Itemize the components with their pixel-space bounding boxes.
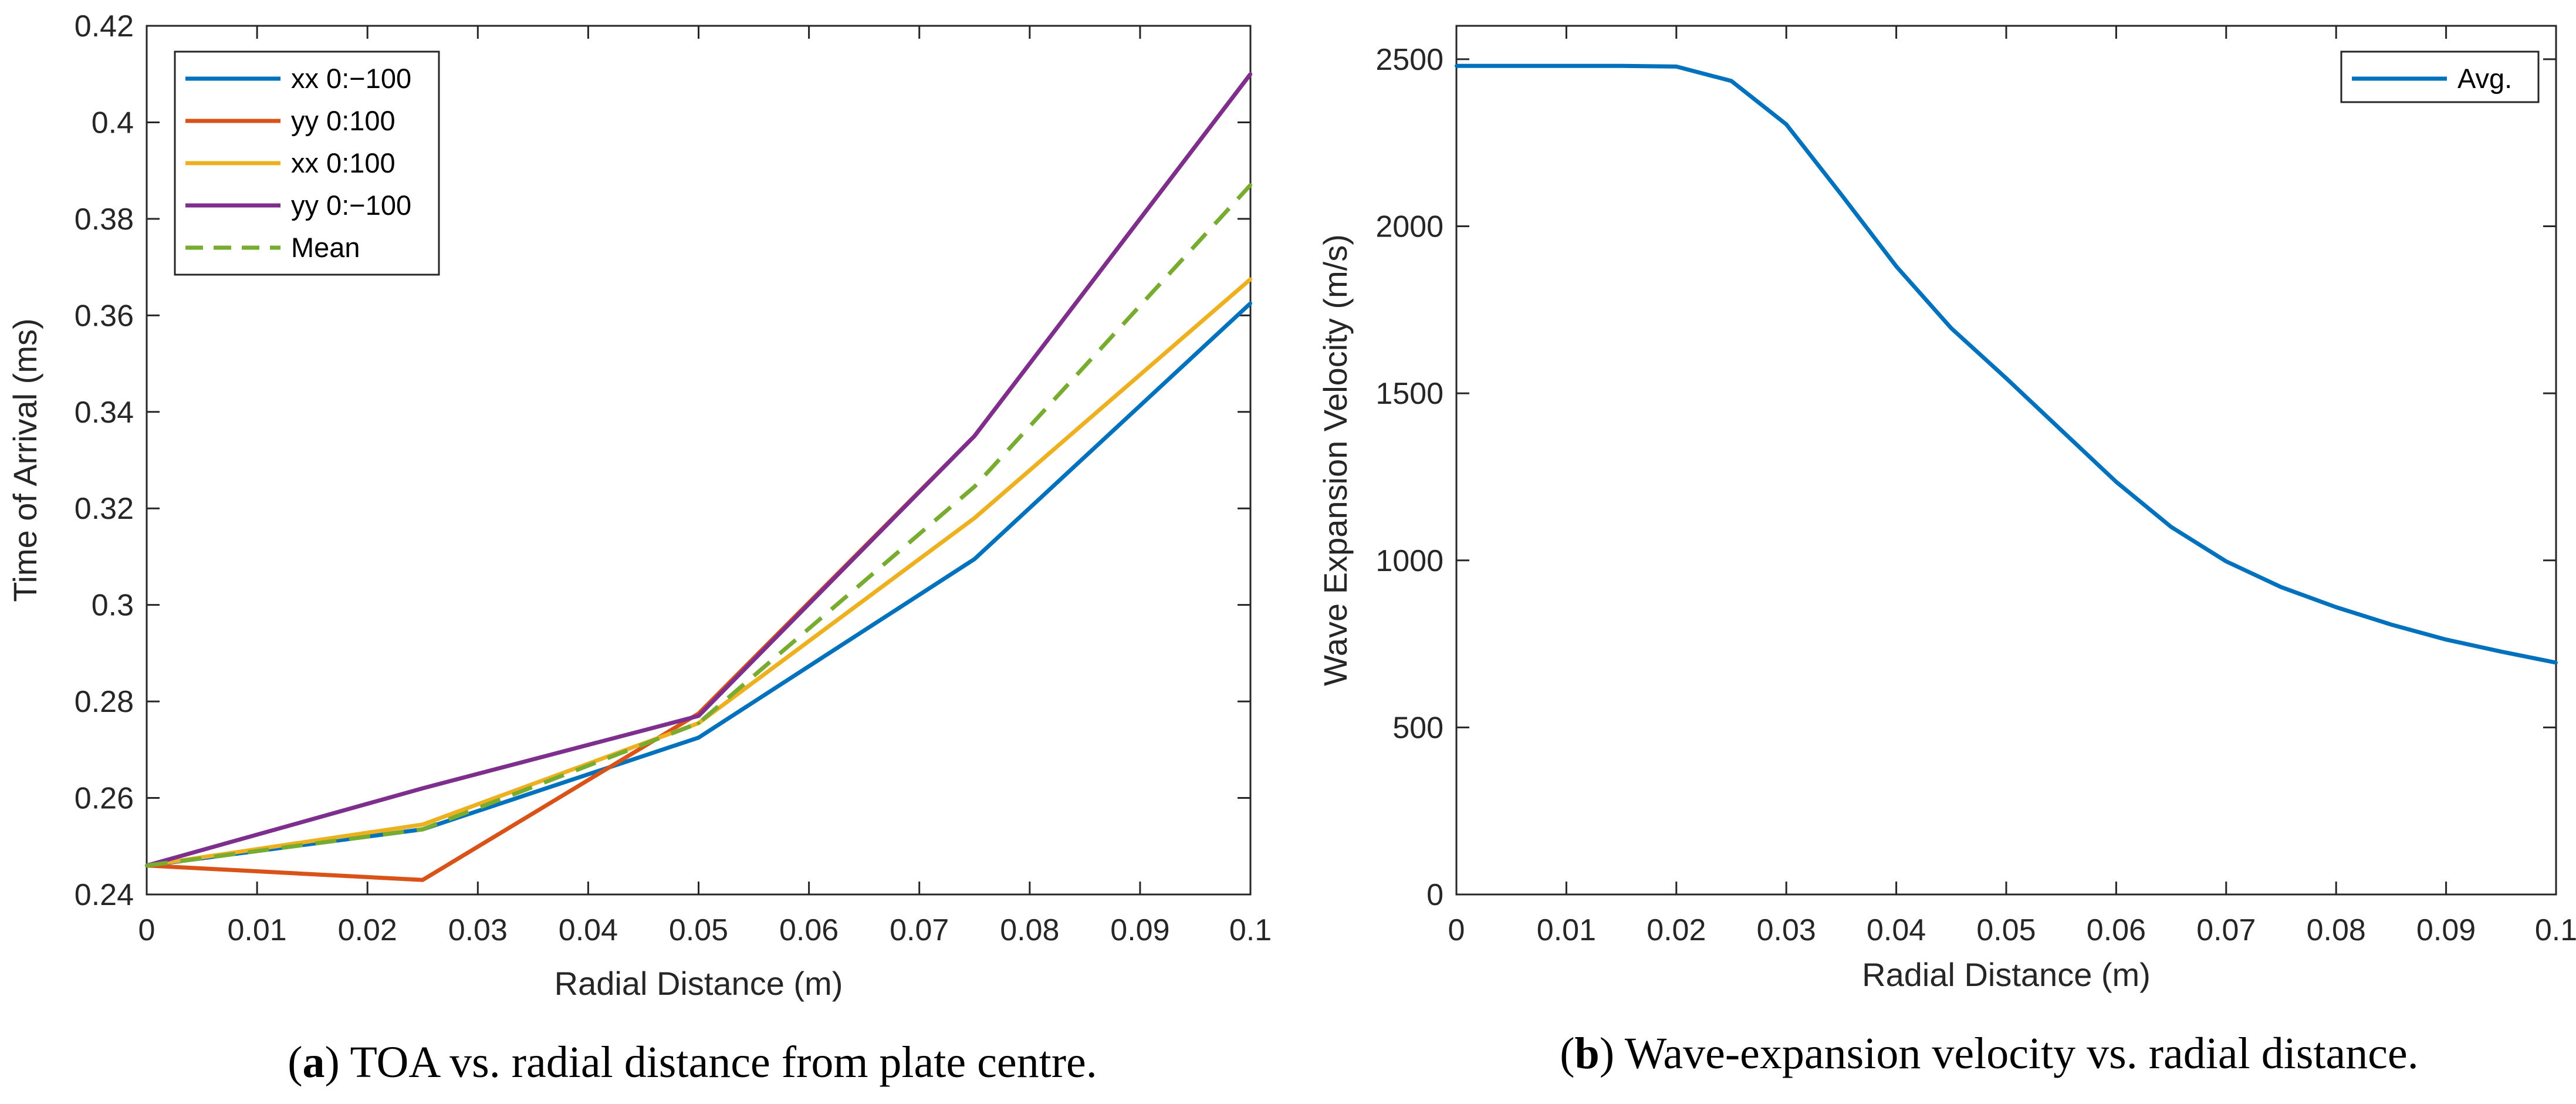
data-point (2389, 623, 2393, 627)
data-point (1839, 193, 1843, 197)
x-tick-label: 0.1 (1229, 913, 1272, 947)
caption-a: (a) TOA vs. radial distance from plate c… (288, 1038, 1097, 1087)
data-point (697, 721, 701, 725)
data-point (2169, 525, 2173, 529)
x-tick-label: 0.09 (1110, 913, 1169, 947)
y-tick-label: 2000 (1375, 210, 1443, 244)
chart-panel-b: 0 0.01 0.02 0.03 0.04 0.05 0.06 0.07 0.08 0.09 0.1… (1317, 25, 2576, 993)
x-tick-label: 0.04 (1867, 913, 1926, 947)
x-tick-label: 0.07 (2196, 913, 2256, 947)
x-tick-label: 0.09 (2416, 913, 2476, 947)
data-point (697, 735, 701, 740)
data-point (2224, 559, 2228, 563)
data-point (1455, 64, 1458, 68)
y-tick-label: 0.34 (75, 396, 134, 430)
x-axis-label: Radial Distance (m) (555, 965, 843, 1002)
legend-label: Avg. (2457, 63, 2512, 94)
data-point (1509, 64, 1513, 68)
data-point (145, 863, 148, 867)
data-point (1249, 72, 1252, 76)
y-tick-label: 0.28 (75, 685, 134, 719)
data-point (972, 516, 976, 520)
legend-label: xx 0:100 (291, 147, 395, 178)
data-point (1249, 301, 1252, 305)
data-point (1674, 65, 1678, 69)
caption-b-label: b (1575, 1029, 1600, 1078)
data-point (421, 878, 425, 882)
data-point (972, 434, 976, 438)
y-tick-label: 0.26 (75, 782, 134, 816)
x-tick-label: 0.06 (2087, 913, 2146, 947)
data-point (1249, 183, 1252, 187)
x-tick-label: 0.05 (669, 913, 728, 947)
y-tick-label: 0.24 (75, 878, 134, 912)
legend-label: yy 0:−100 (291, 190, 411, 221)
x-tick-label: 0.02 (338, 913, 397, 947)
data-point (2279, 585, 2283, 589)
caption-a-label: a (303, 1038, 325, 1087)
data-point (972, 485, 976, 489)
data-point (2554, 660, 2558, 664)
data-point (972, 557, 976, 561)
y-tick-label: 0.4 (92, 106, 134, 140)
y-tick-label: 2500 (1375, 43, 1443, 77)
x-tick-label: 0.07 (890, 913, 949, 947)
x-axis-label: Radial Distance (m) (1862, 956, 2151, 993)
data-point (697, 714, 701, 718)
data-point (2334, 605, 2338, 609)
y-tick-label: 0.32 (75, 492, 134, 526)
legend-label: Mean (291, 232, 360, 263)
legend-label: yy 0:100 (291, 105, 395, 136)
data-point (1564, 64, 1568, 68)
legend-label: xx 0:−100 (291, 63, 411, 94)
x-tick-label: 0.04 (559, 913, 618, 947)
data-point (1729, 79, 1733, 83)
y-tick-label: 500 (1392, 711, 1443, 745)
data-point (1949, 326, 1953, 330)
x-tick-label: 0.08 (1000, 913, 1059, 947)
x-tick-label: 0 (138, 913, 155, 947)
chart-panel-a: 0 0.01 0.02 0.03 0.04 0.05 0.06 0.07 0.08 0.09 0.1… (6, 9, 1272, 1002)
data-point (1620, 64, 1624, 68)
data-point (2499, 650, 2503, 654)
y-tick-label: 0.38 (75, 202, 134, 237)
data-point (2444, 637, 2448, 642)
x-tick-label: 0.02 (1647, 913, 1706, 947)
data-point (1784, 122, 1789, 126)
x-tick-label: 0.01 (1537, 913, 1596, 947)
data-point (421, 786, 425, 791)
x-tick-label: 0 (1448, 913, 1465, 947)
y-tick-label: 1500 (1375, 377, 1443, 411)
y-tick-label: 0.3 (92, 589, 134, 623)
y-axis-label: Time of Arrival (ms) (6, 318, 43, 602)
caption-b: (b) Wave-expansion velocity vs. radial d… (1560, 1029, 2419, 1078)
plot-area (1455, 25, 2557, 896)
data-point (1249, 277, 1252, 281)
y-tick-label: 1000 (1375, 544, 1443, 578)
data-point (2059, 428, 2063, 432)
y-tick-label: 0 (1426, 878, 1443, 912)
caption-a-text: TOA vs. radial distance from plate centr… (350, 1038, 1097, 1087)
y-axis-label: Wave Expansion Velocity (m/s) (1317, 234, 1354, 686)
x-tick-label: 0.08 (2307, 913, 2366, 947)
data-point (2004, 376, 2008, 380)
data-point (421, 828, 425, 831)
series-line (146, 183, 1252, 868)
x-tick-label: 0.03 (448, 913, 508, 947)
x-tick-label: 0.05 (1976, 913, 2036, 947)
y-tick-label: 0.42 (75, 9, 134, 43)
data-point (1894, 264, 1898, 268)
x-tick-label: 0.1 (2535, 913, 2576, 947)
data-point (2114, 480, 2118, 484)
x-tick-label: 0.01 (227, 913, 286, 947)
caption-b-text: Wave-expansion velocity vs. radial dista… (1625, 1029, 2419, 1078)
x-tick-label: 0.03 (1757, 913, 1816, 947)
data-point (421, 822, 425, 826)
x-tick-label: 0.06 (779, 913, 839, 947)
y-tick-label: 0.36 (75, 299, 134, 333)
